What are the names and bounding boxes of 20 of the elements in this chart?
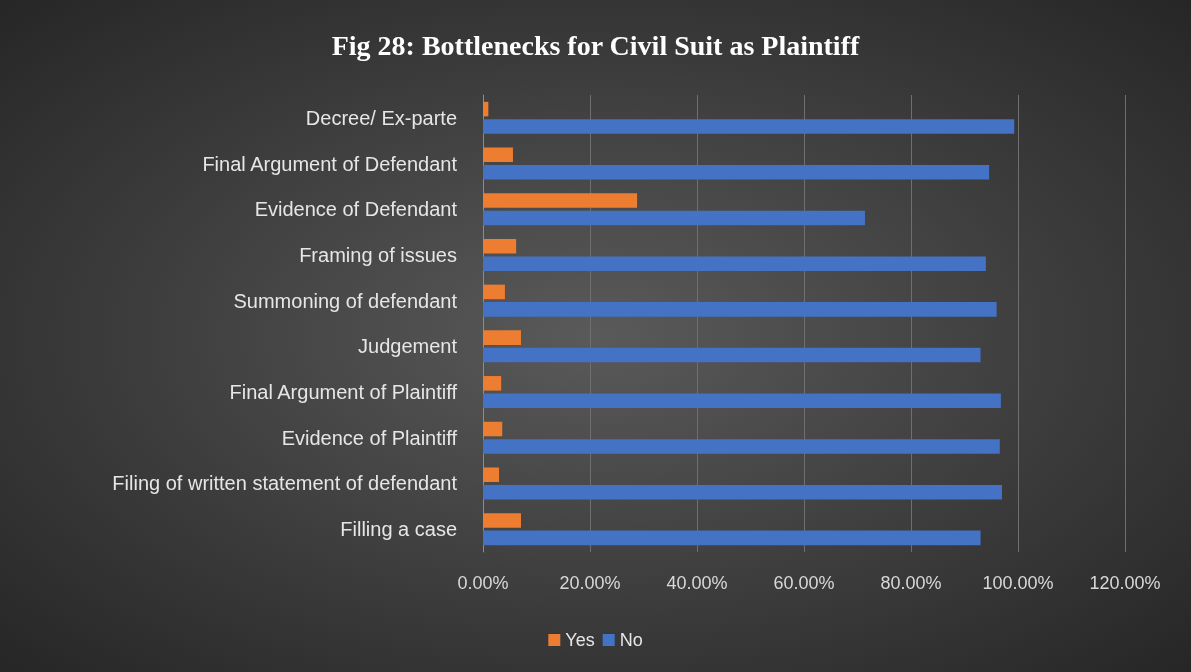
legend-label: Yes <box>565 630 595 650</box>
x-tick-label: 120.00% <box>1089 573 1161 593</box>
x-tick-label: 40.00% <box>666 573 728 593</box>
y-tick-label: Final Argument of Defendant <box>202 152 458 175</box>
x-tick-label: 60.00% <box>773 573 835 593</box>
y-tick-label: Filling a case <box>340 518 457 541</box>
y-tick-label: Final Argument of Plaintiff <box>229 381 458 404</box>
y-tick-label: Judgement <box>358 335 458 358</box>
legend-label: No <box>619 630 643 650</box>
y-tick-label: Filing of written statement of defendant <box>112 472 458 495</box>
y-tick-label: Decree/ Ex-parte <box>305 106 457 129</box>
x-tick-label: 100.00% <box>982 573 1054 593</box>
x-tick-label: 20.00% <box>559 573 621 593</box>
y-tick-label: Summoning of defendant <box>233 289 458 312</box>
chart-title: Fig 28: Bottlenecks for Civil Suit as Plaintiff <box>331 29 860 61</box>
y-tick-label: Framing of issues <box>299 243 457 266</box>
x-tick-label: 80.00% <box>880 573 942 593</box>
y-tick-label: Evidence of Plaintiff <box>281 426 458 449</box>
x-tick-label: 0.00% <box>457 573 509 593</box>
y-tick-label: Evidence of Defendant <box>254 198 458 221</box>
